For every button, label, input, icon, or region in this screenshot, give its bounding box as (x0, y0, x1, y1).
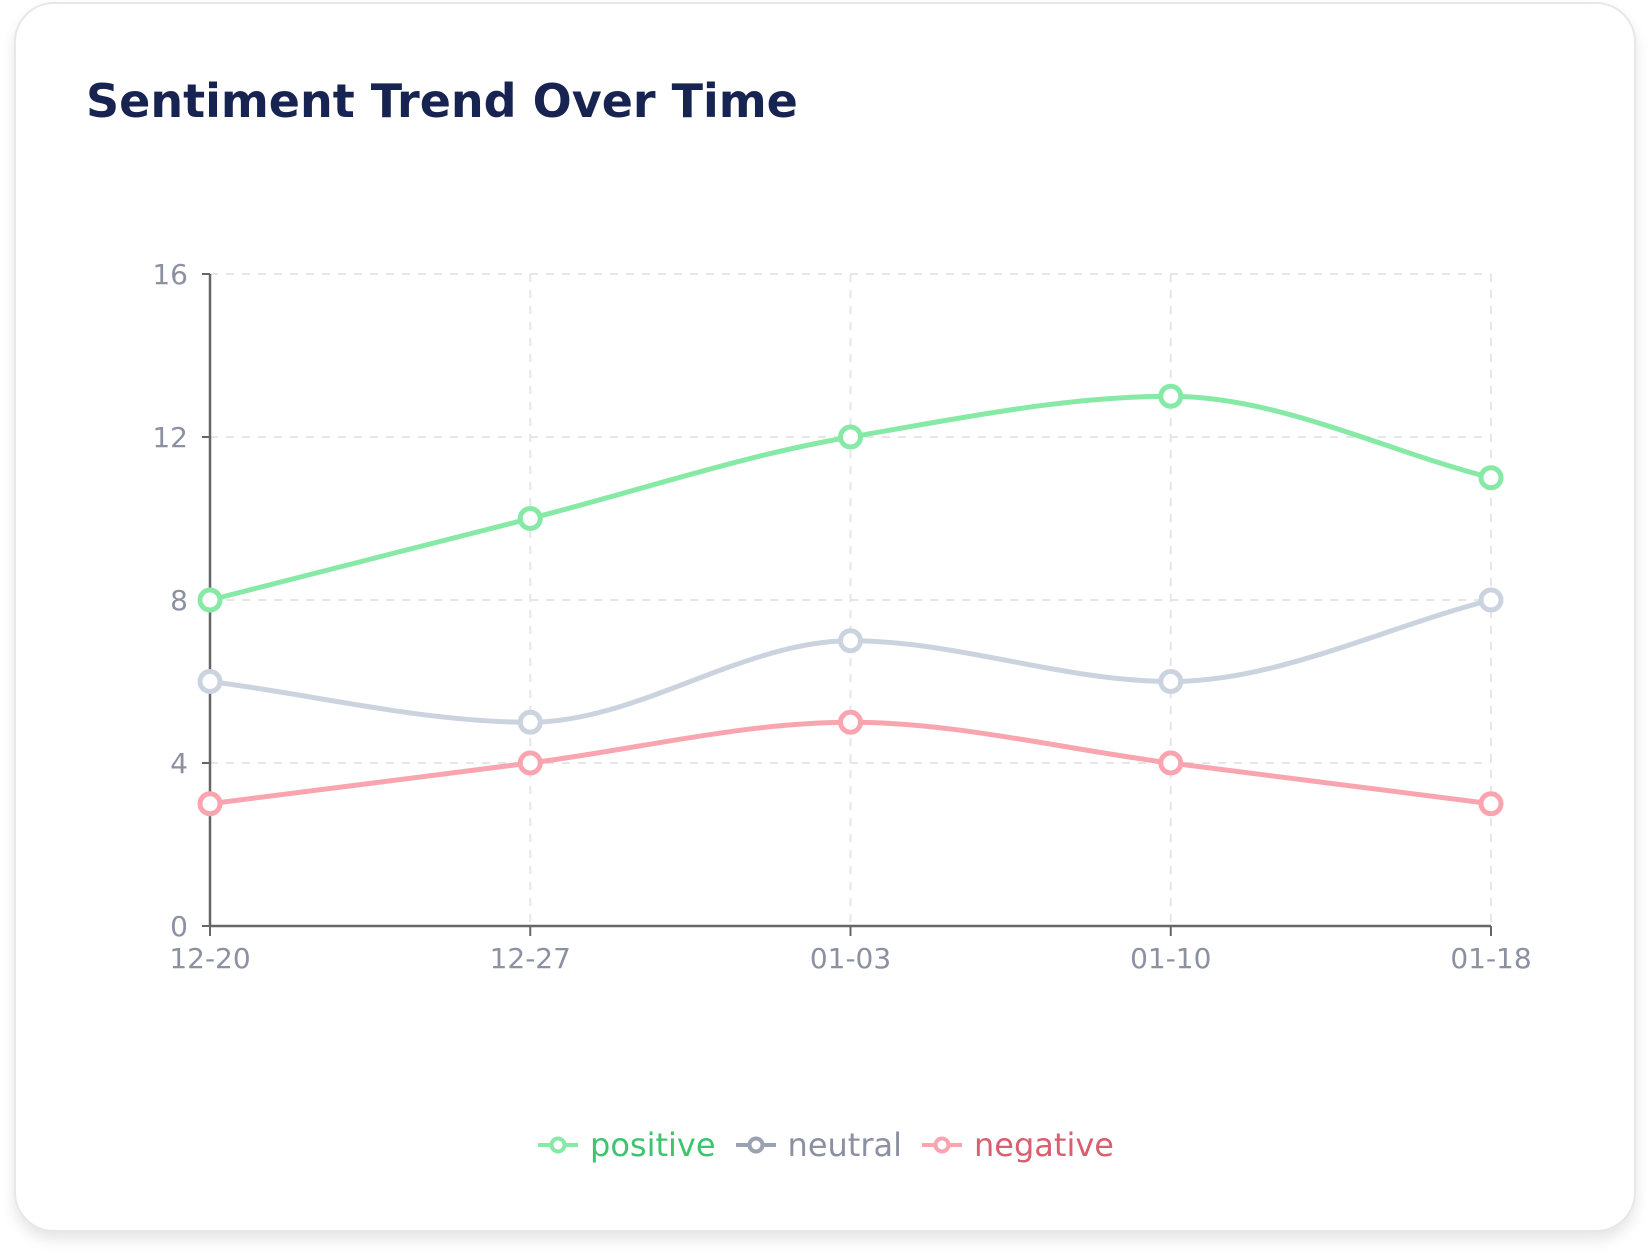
data-point-negative (1158, 750, 1184, 776)
x-tick-label: 01-03 (810, 942, 891, 975)
y-tick-label: 4 (170, 747, 188, 780)
grid-lines (210, 273, 1492, 926)
legend-marker-icon (922, 1135, 962, 1155)
legend-label: neutral (787, 1126, 902, 1164)
chart-title: Sentiment Trend Over Time (86, 74, 798, 128)
x-tick-label: 12-27 (490, 942, 571, 975)
legend-marker-icon (735, 1135, 776, 1155)
data-point-negative (838, 709, 863, 735)
data-point-negative (1478, 791, 1504, 817)
y-tick-label: 0 (170, 910, 188, 943)
x-tick-label: 01-10 (1130, 942, 1211, 975)
x-tick-label: 01-18 (1450, 942, 1531, 975)
data-point-positive (838, 424, 863, 450)
legend: positive neutral negative (0, 1120, 1652, 1170)
x-tick-label: 12-20 (169, 942, 250, 975)
legend-item-neutral[interactable]: neutral (735, 1126, 902, 1164)
data-point-neutral (838, 628, 863, 654)
legend-label: negative (974, 1126, 1114, 1164)
data-point-neutral (517, 709, 543, 735)
legend-marker-icon (538, 1135, 579, 1155)
data-point-negative (197, 791, 223, 817)
y-tick-label: 16 (152, 258, 188, 291)
tick-labels: 0 4 8 12 16 12-20 12-27 01-03 01-10 01-18 (152, 258, 1531, 975)
legend-item-negative[interactable]: negative (922, 1126, 1114, 1164)
data-point-neutral (197, 669, 223, 694)
y-tick-label: 12 (152, 421, 188, 454)
data-point-neutral (1158, 669, 1184, 694)
axes (202, 273, 1492, 936)
data-point-positive (517, 506, 543, 531)
y-tick-label: 8 (170, 584, 188, 617)
data-point-positive (1478, 465, 1504, 491)
data-point-neutral (1478, 587, 1504, 613)
data-points (197, 383, 1504, 817)
data-point-positive (1158, 383, 1184, 409)
chart-card: Sentiment Trend Over Time (14, 2, 1636, 1232)
data-point-positive (197, 587, 223, 613)
legend-item-positive[interactable]: positive (538, 1126, 716, 1164)
data-point-negative (517, 750, 543, 776)
legend-label: positive (590, 1126, 716, 1164)
